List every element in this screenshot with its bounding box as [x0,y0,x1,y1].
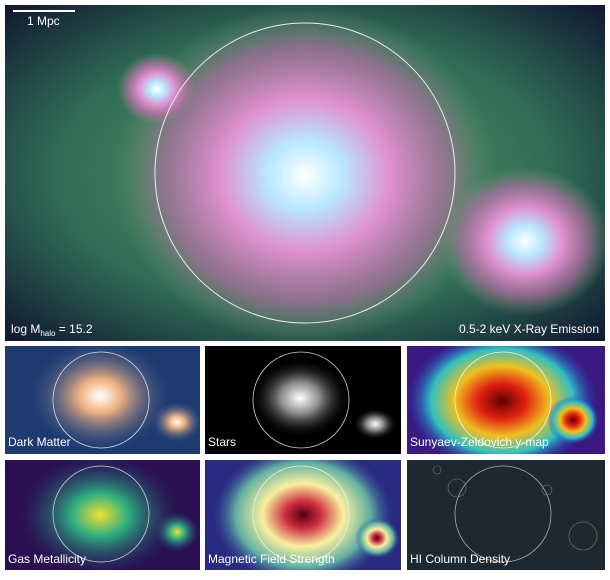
mass-label: log Mhalo = 15.2 [11,322,93,338]
panel-label: Sunyaev-Zeldovich y-map [410,435,549,449]
band-label: 0.5-2 keV X-Ray Emission [459,322,599,336]
panel-metallicity: Gas Metallicity [5,460,200,570]
panel-label: Stars [208,435,236,449]
main-panel: 1 Mpc log Mhalo = 15.2 0.5-2 keV X-Ray E… [5,5,605,341]
panel-hi: HI Column Density [407,460,605,570]
panel-magnetic: Magnetic Field Strength [205,460,401,570]
panel-label: HI Column Density [410,552,510,566]
panel-label: Magnetic Field Strength [208,552,335,566]
panel-label: Gas Metallicity [8,552,86,566]
panel-sz: Sunyaev-Zeldovich y-map [407,346,605,454]
scale-label: 1 Mpc [27,14,60,28]
panel-dark-matter: Dark Matter [5,346,200,454]
panel-stars: Stars [205,346,401,454]
panel-label: Dark Matter [8,435,71,449]
